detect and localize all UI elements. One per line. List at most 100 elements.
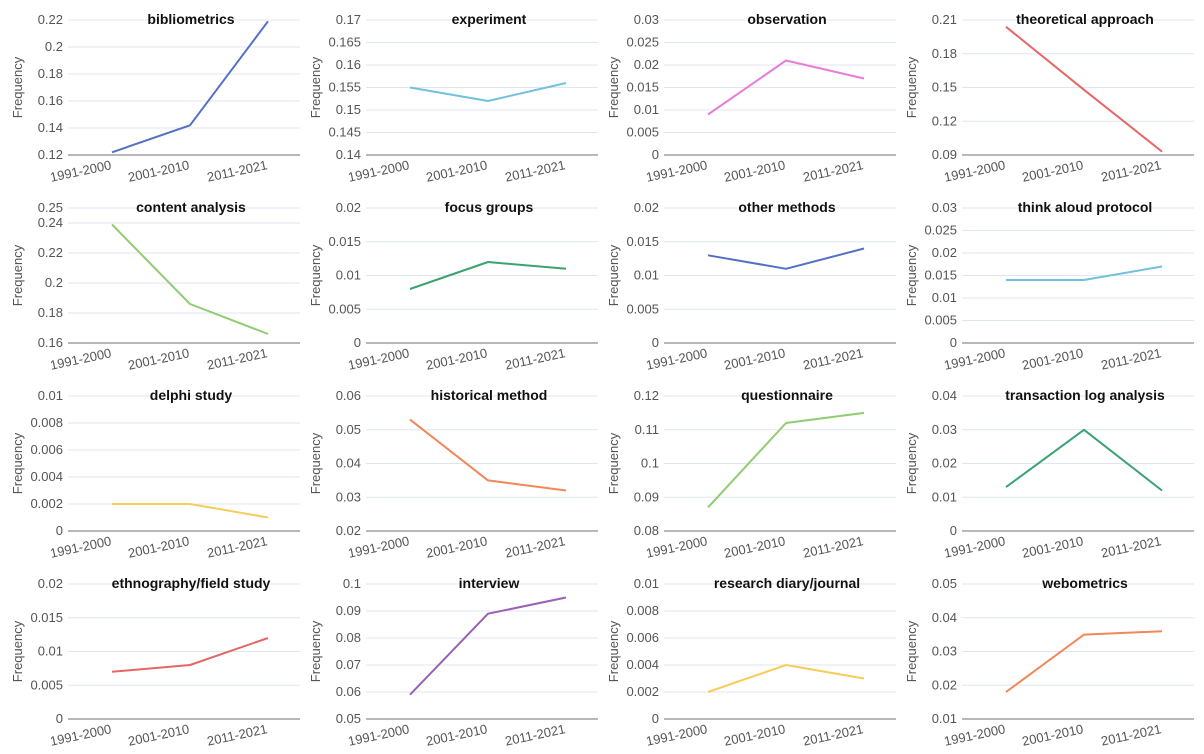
series-line	[111, 637, 269, 673]
series-line	[1005, 428, 1163, 492]
y-tick-label: 0.145	[328, 125, 361, 140]
chart-title: content analysis	[136, 199, 246, 215]
x-tick-label: 2011-2021	[504, 721, 567, 748]
series-line	[112, 503, 269, 519]
x-tick-label: 2001-2010	[723, 157, 787, 185]
y-axis-label: Frequency	[904, 56, 919, 118]
chart-title: transaction log analysis	[1005, 387, 1165, 403]
y-tick-label: 0.025	[924, 223, 957, 238]
y-tick-label: 0.006	[30, 442, 63, 457]
chart-panel: 0 0.005 0.01 0.015 0.02 1991-2000 2001-2010 201…	[298, 188, 598, 376]
y-tick-label: 0.02	[932, 456, 957, 471]
chart-panel: 0.12 0.14 0.16 0.18 0.2 0.22 1991-2000 2001-201…	[0, 0, 300, 188]
y-tick-label: 0.07	[336, 657, 361, 672]
y-axis-label: Frequency	[904, 620, 919, 682]
y-tick-label: 0.02	[336, 200, 361, 215]
x-tick-label: 2011-2021	[504, 345, 567, 372]
y-tick-label: 0.03	[634, 12, 659, 27]
y-tick-label: 0.06	[336, 684, 361, 699]
x-tick-label: 2011-2021	[1100, 157, 1163, 184]
y-axis-label: Frequency	[308, 620, 323, 682]
x-tick-label: 2011-2021	[504, 533, 567, 560]
chart-panel: 0 0.002 0.004 0.006 0.008 0.01 1991-2000 2001-2…	[596, 564, 896, 752]
x-tick-label: 2001-2010	[425, 345, 489, 373]
y-tick-label: 0.005	[30, 677, 63, 692]
series-line	[409, 261, 567, 290]
chart-title: focus groups	[445, 199, 534, 215]
y-tick-label: 0.2	[45, 39, 63, 54]
y-tick-label: 0.02	[38, 576, 63, 591]
y-tick-label: 0	[56, 523, 63, 538]
y-tick-label: 0.03	[932, 422, 957, 437]
x-tick-label: 2011-2021	[1100, 721, 1163, 748]
x-tick-label: 2001-2010	[127, 533, 191, 561]
chart-panel: 0.08 0.09 0.1 0.11 0.12 1991-2000 2001-2010 201…	[596, 376, 896, 564]
chart-svg: 0.140.1450.150.1550.160.1650.171991-2000…	[308, 11, 598, 185]
chart-panel: 0.14 0.145 0.15 0.155 0.16 0.165 0.17 1991-2000…	[298, 0, 598, 188]
y-tick-label: 0.006	[626, 630, 659, 645]
y-axis-label: Frequency	[308, 432, 323, 494]
y-tick-label: 0	[950, 335, 957, 350]
y-tick-label: 0	[652, 147, 659, 162]
y-axis-label: Frequency	[308, 244, 323, 306]
series-line	[707, 59, 865, 116]
chart-panel: 0 0.002 0.004 0.006 0.008 0.01 1991-2000 2001-2…	[0, 376, 300, 564]
y-tick-label: 0.01	[38, 388, 63, 403]
x-tick-label: 2011-2021	[206, 721, 269, 748]
y-tick-label: 0.09	[336, 603, 361, 618]
chart-panel: 0.16 0.18 0.2 0.22 0.24 0.25 1991-2000 2001-201…	[0, 188, 300, 376]
chart-title: delphi study	[150, 387, 233, 403]
y-tick-label: 0.08	[336, 630, 361, 645]
series-line	[707, 664, 865, 693]
y-tick-label: 0.12	[932, 113, 957, 128]
chart-panel: 0.01 0.02 0.03 0.04 0.05 1991-2000 2001-2010 20…	[894, 564, 1194, 752]
y-tick-label: 0.01	[38, 644, 63, 659]
y-axis-label: Frequency	[606, 56, 621, 118]
series-line	[409, 418, 567, 492]
y-tick-label: 0.25	[38, 200, 63, 215]
y-tick-label: 0.22	[38, 245, 63, 260]
series-line	[1006, 265, 1163, 281]
series-line	[707, 247, 865, 270]
series-line	[409, 596, 567, 696]
x-tick-label: 2001-2010	[1021, 157, 1085, 185]
chart-panel: 0 0.005 0.01 0.015 0.02 1991-2000 2001-2010 201…	[596, 188, 896, 376]
y-tick-label: 0.16	[336, 57, 361, 72]
y-tick-label: 0.15	[932, 80, 957, 95]
y-tick-label: 0.16	[38, 93, 63, 108]
y-tick-label: 0.1	[641, 456, 659, 471]
y-tick-label: 0.2	[45, 275, 63, 290]
x-tick-label: 2001-2010	[127, 345, 191, 373]
chart-title: experiment	[452, 11, 527, 27]
x-tick-label: 2001-2010	[127, 157, 191, 185]
y-tick-label: 0.24	[38, 215, 63, 230]
y-tick-label: 0.008	[626, 603, 659, 618]
x-tick-label: 2001-2010	[723, 721, 787, 749]
x-tick-label: 2001-2010	[425, 157, 489, 185]
y-tick-label: 0.18	[38, 66, 63, 81]
y-tick-label: 0.015	[30, 610, 63, 625]
y-tick-label: 0.08	[634, 523, 659, 538]
y-tick-label: 0	[652, 711, 659, 726]
y-tick-label: 0.025	[626, 35, 659, 50]
y-tick-label: 0.002	[626, 684, 659, 699]
x-tick-label: 2001-2010	[425, 533, 489, 561]
y-tick-label: 0.04	[336, 456, 361, 471]
y-tick-label: 0.05	[336, 422, 361, 437]
y-tick-label: 0.015	[328, 234, 361, 249]
y-tick-label: 0	[56, 711, 63, 726]
x-tick-label: 2011-2021	[1100, 345, 1163, 372]
y-tick-label: 0.16	[38, 335, 63, 350]
y-tick-label: 0.14	[336, 147, 361, 162]
chart-title: interview	[459, 575, 520, 591]
chart-title: theoretical approach	[1016, 11, 1154, 27]
chart-title: other methods	[738, 199, 835, 215]
y-tick-label: 0.015	[924, 268, 957, 283]
y-axis-label: Frequency	[606, 620, 621, 682]
y-tick-label: 0.005	[626, 301, 659, 316]
y-tick-label: 0	[652, 335, 659, 350]
